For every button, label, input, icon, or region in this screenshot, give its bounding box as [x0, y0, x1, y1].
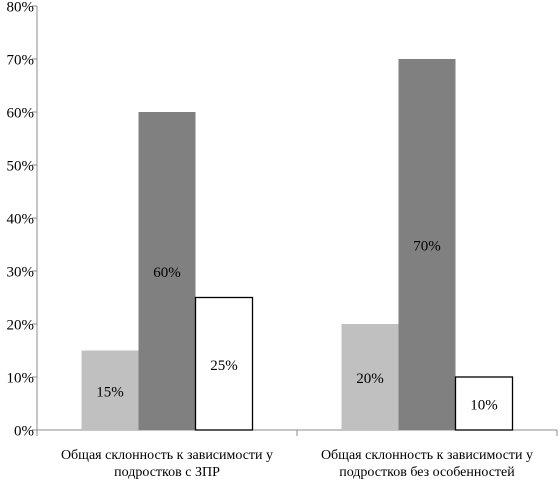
category-label: Общая склонность к зависимости у [61, 448, 273, 463]
y-tick-label: 40% [7, 212, 35, 228]
bar [454, 376, 514, 431]
data-label: 10% [470, 398, 498, 414]
y-tick-label: 50% [7, 159, 35, 175]
data-label: 60% [153, 265, 181, 281]
y-tick-label: 70% [7, 53, 35, 69]
y-tick-label: 80% [7, 0, 35, 16]
y-tick-label: 0% [14, 424, 34, 440]
data-label: 70% [413, 239, 441, 255]
y-tick-label: 10% [7, 371, 35, 387]
bar [341, 324, 399, 430]
category-label: подростков без особенностей [339, 465, 515, 480]
bar [194, 296, 254, 431]
bar [81, 350, 139, 430]
y-tick-label: 20% [7, 318, 35, 334]
bar [398, 59, 456, 430]
data-label: 20% [356, 371, 384, 387]
category-label: Общая склонность к зависимости у [321, 448, 533, 463]
category-label: подростков с ЗПР [114, 465, 220, 480]
bar [138, 112, 196, 430]
data-label: 25% [210, 358, 238, 374]
y-tick-label: 30% [7, 265, 35, 281]
y-tick-label: 60% [7, 106, 35, 122]
data-label: 15% [96, 384, 124, 400]
